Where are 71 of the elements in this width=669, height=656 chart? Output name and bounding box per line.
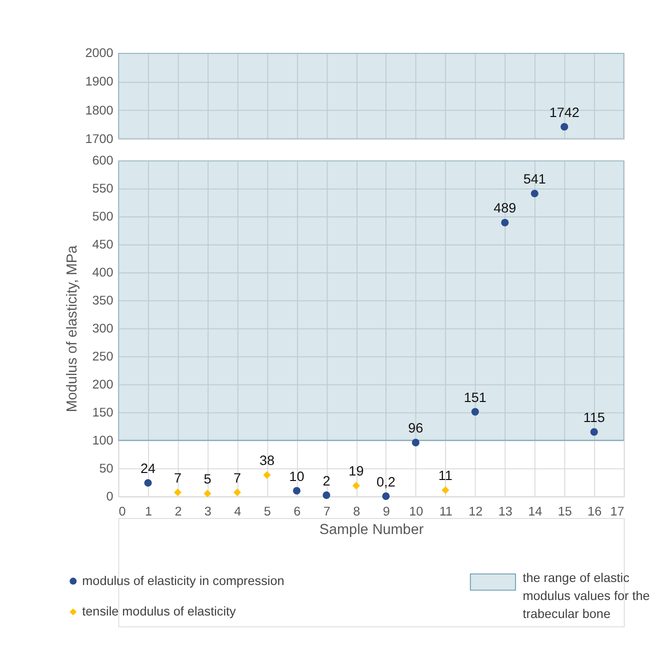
data-label: 115 (583, 410, 605, 426)
y-tick-label: 0 (106, 489, 114, 504)
data-label: 1742 (549, 104, 580, 120)
x-tick-label: 15 (558, 504, 572, 519)
x-tick-label: 7 (323, 504, 330, 519)
y-tick-label: 450 (92, 237, 114, 252)
y-tick-label: 600 (92, 154, 114, 168)
point (292, 486, 300, 494)
data-label: 10 (289, 468, 304, 484)
data-label: 541 (523, 172, 546, 187)
data-label: 24 (140, 460, 156, 476)
x-tick-label: 17 (610, 504, 624, 519)
point (233, 488, 242, 496)
y-tick-label: 150 (92, 405, 114, 420)
y-tick-label: 550 (92, 182, 114, 196)
legend-label: the range of elastic modulus values for the trabecular bone (522, 571, 650, 622)
x-tick-label: 6 (294, 504, 301, 519)
data-label: 5 (204, 472, 212, 487)
x-tick-label: 11 (439, 504, 452, 519)
point (204, 490, 212, 498)
x-tick-label: 0 (118, 504, 126, 519)
y-tick-label: 1900 (85, 74, 114, 89)
point (322, 491, 330, 499)
point (174, 488, 182, 496)
x-tick-label: 4 (234, 504, 242, 519)
x-tick-label: 2 (174, 504, 182, 519)
x-axis-title: Sample Number (319, 522, 424, 538)
data-label: 151 (464, 390, 486, 405)
x-tick-label: 8 (353, 504, 360, 519)
x-tick-label: 9 (382, 504, 390, 519)
x-tick-label: 14 (528, 504, 542, 519)
data-label: 19 (348, 464, 364, 479)
y-tick-label: 400 (92, 265, 114, 280)
x-tick-label: 3 (204, 504, 212, 519)
x-tick-label: 5 (264, 504, 271, 519)
legend-label: tensile modulus of elasticity (82, 604, 237, 618)
y-tick-label: 1800 (85, 103, 114, 118)
point (501, 218, 509, 226)
y-tick-label: 1700 (85, 132, 114, 146)
point (263, 471, 271, 479)
point (590, 428, 598, 436)
point (412, 438, 420, 446)
y-tick-label: 350 (92, 293, 114, 308)
legend-label: modulus of elasticity in compression (82, 574, 284, 588)
data-label: 7 (174, 470, 182, 486)
point (382, 492, 390, 500)
data-label: 11 (438, 468, 452, 484)
y-tick-label: 250 (92, 349, 114, 364)
data-label: 489 (494, 200, 516, 216)
y-tick-label: 200 (92, 377, 114, 392)
y-tick-label: 50 (99, 461, 114, 476)
point (471, 408, 479, 416)
y-axis-title: Modulus of elasticity, MPa (64, 244, 80, 412)
data-label: 7 (233, 470, 241, 486)
y-tick-label: 2000 (85, 46, 114, 60)
x-tick-label: 16 (588, 504, 602, 519)
x-tick-label: 1 (144, 504, 152, 519)
y-tick-label: 300 (92, 321, 114, 336)
point (352, 482, 360, 490)
point (530, 190, 538, 198)
y-tick-label: 500 (92, 210, 114, 224)
point (144, 479, 152, 487)
y-tick-label: 100 (92, 433, 114, 448)
x-tick-label: 10 (409, 504, 424, 519)
data-label: 2 (322, 473, 330, 488)
data-label: 96 (408, 420, 424, 436)
point (442, 486, 450, 494)
x-tick-label: 13 (498, 504, 512, 519)
x-tick-label: 12 (468, 504, 483, 519)
data-label: 38 (259, 453, 275, 468)
data-label: 0,2 (376, 474, 396, 490)
